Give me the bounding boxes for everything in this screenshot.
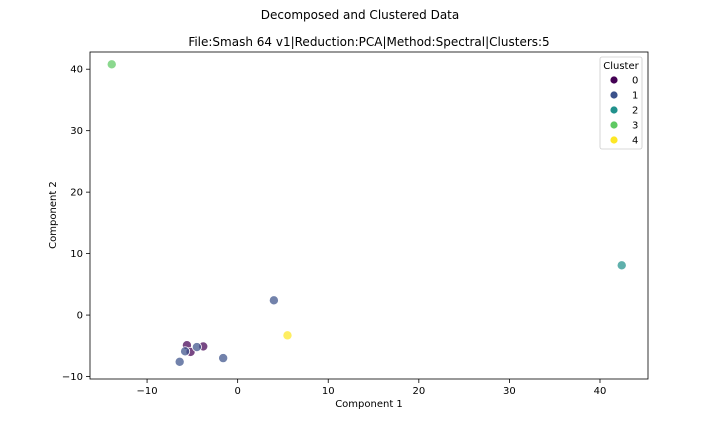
y-tick-label: 20 (70, 188, 83, 199)
y-tick-label: 10 (70, 249, 83, 260)
y-tick-label: 40 (70, 65, 83, 76)
data-points (106, 59, 627, 367)
legend-entry-label: 3 (632, 121, 638, 132)
y-tick-label: 30 (70, 126, 83, 137)
data-point-cluster-1 (268, 295, 279, 306)
legend: Cluster 0 1 2 3 4 (599, 56, 643, 150)
x-tick-label: 20 (412, 386, 425, 397)
x-tick-label: 40 (594, 386, 607, 397)
x-tick-label: 10 (322, 386, 335, 397)
legend-entry-label: 4 (632, 136, 638, 147)
data-point-cluster-1 (174, 356, 185, 367)
data-point-cluster-2 (616, 260, 627, 271)
legend-marker (610, 121, 618, 129)
data-point-cluster-3 (106, 59, 117, 70)
x-axis-ticks: −10 0 10 20 30 40 (137, 379, 607, 397)
data-point-cluster-4 (282, 330, 293, 341)
data-point-cluster-1 (218, 353, 229, 364)
y-tick-label: 0 (77, 311, 83, 322)
legend-entries: 0 1 2 3 4 (610, 76, 638, 147)
y-axis-ticks: −10 0 10 20 30 40 (62, 65, 90, 383)
y-axis-label: Component 2 (48, 181, 59, 249)
y-tick-label: −10 (62, 372, 83, 383)
legend-entry-label: 0 (632, 76, 638, 87)
legend-marker (610, 136, 618, 144)
chart-title: File:Smash 64 v1|Reduction:PCA|Method:Sp… (188, 35, 549, 49)
legend-marker (610, 106, 618, 114)
plot-frame (89, 51, 649, 380)
data-point-cluster-1 (191, 342, 202, 353)
chart-suptitle: Decomposed and Clustered Data (261, 8, 459, 22)
legend-entry-label: 1 (632, 91, 638, 102)
legend-title: Cluster (603, 61, 639, 72)
x-tick-label: 30 (503, 386, 516, 397)
legend-entry-label: 2 (632, 106, 638, 117)
x-axis-label: Component 1 (335, 399, 403, 410)
legend-marker (610, 91, 618, 99)
x-tick-label: 0 (234, 386, 240, 397)
data-point-cluster-1 (180, 346, 191, 357)
x-tick-label: −10 (137, 386, 158, 397)
legend-marker (610, 76, 618, 84)
